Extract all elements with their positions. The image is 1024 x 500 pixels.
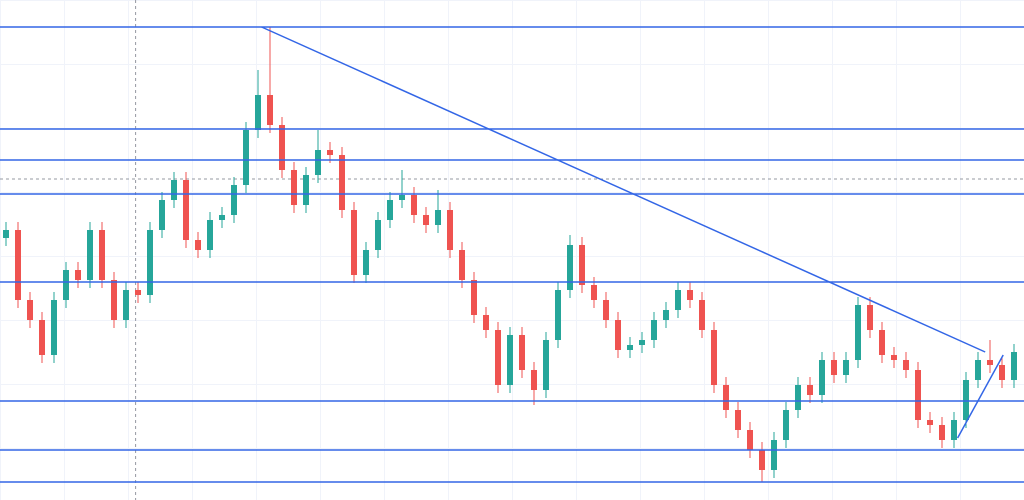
- candle-body: [99, 230, 105, 280]
- candle-body: [903, 360, 909, 370]
- candle-body: [159, 200, 165, 230]
- candle-body: [687, 290, 693, 300]
- candle-body: [555, 290, 561, 340]
- candle-body: [795, 385, 801, 410]
- candle-body: [3, 230, 9, 238]
- candle-body: [867, 305, 873, 330]
- candle-body: [615, 320, 621, 350]
- candle-body: [579, 245, 585, 285]
- candle-body: [75, 270, 81, 280]
- candle-body: [807, 385, 813, 395]
- candle-body: [531, 370, 537, 390]
- candle-body: [363, 250, 369, 275]
- candle-body: [735, 410, 741, 430]
- candle-body: [699, 300, 705, 330]
- candle-body: [591, 285, 597, 300]
- candle-body: [567, 245, 573, 290]
- candle-body: [1011, 352, 1017, 380]
- candle-body: [231, 185, 237, 215]
- candle-body: [723, 385, 729, 410]
- candle-body: [771, 440, 777, 470]
- candle-body: [267, 95, 273, 125]
- candle-body: [471, 280, 477, 315]
- candle-body: [459, 250, 465, 280]
- candle-body: [507, 335, 513, 385]
- candle-body: [207, 220, 213, 250]
- trend-line: [261, 26, 986, 353]
- candle-body: [831, 360, 837, 375]
- candle-body: [435, 210, 441, 225]
- candle-body: [819, 360, 825, 395]
- candle-body: [291, 170, 297, 205]
- candle-body: [351, 210, 357, 275]
- candle-body: [39, 320, 45, 355]
- candle-body: [783, 410, 789, 440]
- candle-body: [747, 430, 753, 450]
- candle-body: [303, 175, 309, 205]
- candle-body: [603, 300, 609, 320]
- candle-body: [195, 240, 201, 250]
- candle-body: [63, 270, 69, 300]
- candle-body: [951, 420, 957, 440]
- candle-body: [339, 155, 345, 210]
- candle-body: [243, 130, 249, 185]
- candle-body: [399, 195, 405, 200]
- candle-body: [279, 125, 285, 170]
- candle-body: [375, 220, 381, 250]
- candle-body: [183, 180, 189, 240]
- candle-body: [171, 180, 177, 200]
- candle-body: [87, 230, 93, 280]
- candle-body: [315, 150, 321, 175]
- candle-body: [663, 310, 669, 320]
- candle-body: [711, 330, 717, 385]
- candle-body: [147, 230, 153, 295]
- candle-body: [927, 420, 933, 425]
- candle-body: [891, 355, 897, 360]
- candle-body: [639, 340, 645, 345]
- candle-body: [675, 290, 681, 310]
- candle-body: [915, 370, 921, 420]
- candle-body: [111, 280, 117, 320]
- candle-body: [843, 360, 849, 375]
- candle-body: [483, 315, 489, 330]
- candle-body: [987, 360, 993, 365]
- candle-body: [759, 450, 765, 470]
- candle-body: [855, 305, 861, 360]
- candle-body: [51, 300, 57, 355]
- candle-body: [423, 215, 429, 225]
- candle-body: [939, 425, 945, 440]
- trend-line: [956, 354, 1004, 439]
- candle-body: [627, 345, 633, 350]
- candle-body: [495, 330, 501, 385]
- candle-body: [135, 290, 141, 295]
- candle-body: [519, 335, 525, 370]
- candle-body: [975, 360, 981, 380]
- candle-body: [123, 290, 129, 320]
- candle-body: [963, 380, 969, 420]
- candle-body: [999, 365, 1005, 380]
- candle-body: [879, 330, 885, 355]
- candle-body: [27, 300, 33, 320]
- candle-body: [651, 320, 657, 340]
- candle-body: [255, 95, 261, 130]
- candle-body: [411, 195, 417, 215]
- candle-body: [219, 215, 225, 220]
- candle-body: [447, 210, 453, 250]
- candle-body: [543, 340, 549, 390]
- candle-body: [15, 230, 21, 300]
- candle-body: [327, 150, 333, 155]
- candle-body: [387, 200, 393, 220]
